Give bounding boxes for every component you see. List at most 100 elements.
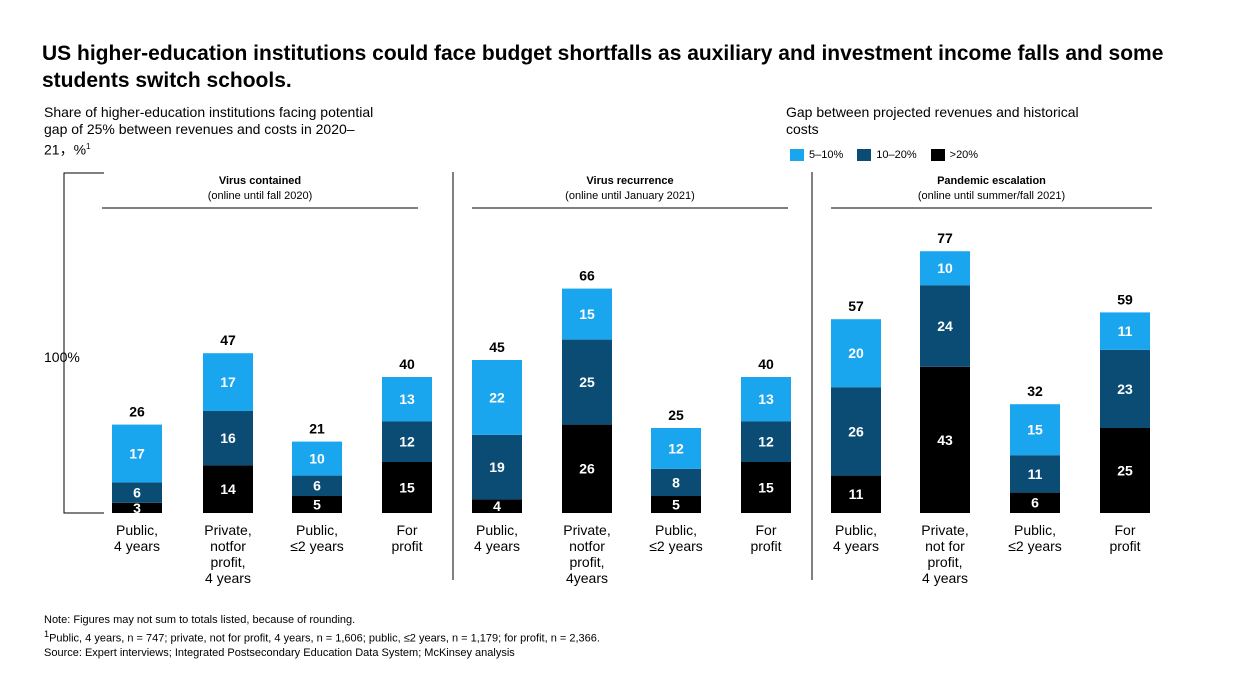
bar-segment <box>203 353 253 411</box>
segment-value-label: 25 <box>1117 462 1133 478</box>
bar-segment <box>1100 428 1150 513</box>
category-label: Public, <box>476 522 518 538</box>
bar-segment <box>831 319 881 388</box>
segment-value-label: 26 <box>848 423 864 439</box>
category-label: For <box>1115 522 1136 538</box>
bar-segment <box>1010 404 1060 456</box>
panel-subtitle: (online until January 2021) <box>565 190 695 202</box>
segment-value-label: 26 <box>579 461 595 477</box>
category-label: Private, <box>204 522 251 538</box>
panel-title: Virus recurrence <box>586 175 673 187</box>
bar-segment <box>920 251 970 286</box>
category-label: ≤2 years <box>290 538 344 554</box>
segment-value-label: 25 <box>579 374 595 390</box>
bar-segment <box>382 377 432 422</box>
scale-bracket <box>63 172 104 514</box>
bar-total-label: 25 <box>668 407 684 423</box>
bar-segment <box>1100 349 1150 428</box>
bar-segment <box>472 434 522 500</box>
category-label: Private, <box>921 522 968 538</box>
category-label: Public, <box>296 522 338 538</box>
segment-value-label: 24 <box>937 318 953 334</box>
category-label: notfor <box>210 538 246 554</box>
category-label: For <box>756 522 777 538</box>
bar-segment <box>472 499 522 513</box>
legend-item-over-20: >20% <box>930 149 978 161</box>
segment-value-label: 17 <box>129 445 145 461</box>
bar-segment <box>1010 492 1060 513</box>
subtitle-text: Share of higher-education institutions f… <box>44 104 374 158</box>
bar-segment <box>562 288 612 340</box>
bar-total-label: 40 <box>758 356 774 372</box>
segment-value-label: 5 <box>313 496 321 512</box>
bar-segment <box>831 475 881 513</box>
bar-segment <box>651 468 701 496</box>
segment-value-label: 5 <box>672 496 680 512</box>
segment-value-label: 11 <box>1028 466 1043 482</box>
bar-segment <box>741 377 791 422</box>
panel-title: Virus contained <box>219 175 301 187</box>
bar-total-label: 21 <box>309 421 325 437</box>
segment-value-label: 15 <box>1027 422 1043 438</box>
category-label: 4 years <box>922 570 968 586</box>
segment-value-label: 12 <box>399 434 415 450</box>
segment-value-label: 17 <box>220 374 236 390</box>
bar-total-label: 40 <box>399 356 415 372</box>
segment-value-label: 13 <box>758 391 774 407</box>
panel-title: Pandemic escalation <box>937 175 1046 187</box>
segment-value-label: 11 <box>849 486 864 502</box>
legend-swatch-10-20 <box>857 149 872 161</box>
segment-value-label: 15 <box>758 479 774 495</box>
category-label: Public, <box>116 522 158 538</box>
segment-value-label: 12 <box>758 434 774 450</box>
legend-label-10-20: 10–20% <box>876 149 917 161</box>
bar-segment <box>651 428 701 469</box>
bar-segment <box>292 475 342 496</box>
bar-segment <box>203 465 253 513</box>
source-text: Source: Expert interviews; Integrated Po… <box>44 646 515 659</box>
legend: 5–10% 10–20% >20% <box>790 149 978 161</box>
bar-segment <box>741 462 791 513</box>
bar-total-label: 26 <box>129 404 145 420</box>
footnote-mark: 1 <box>44 629 50 639</box>
footnote-line: 1Public, 4 years, n = 747; private, not … <box>44 627 1194 646</box>
category-label: profit <box>391 538 422 554</box>
bar-segment <box>831 387 881 476</box>
category-label: Public, <box>1014 522 1056 538</box>
category-label: Public, <box>655 522 697 538</box>
legend-item-5-10: 5–10% <box>790 149 843 161</box>
segment-value-label: 23 <box>1117 381 1133 397</box>
bar-total-label: 66 <box>579 268 595 284</box>
bar-segment <box>292 496 342 513</box>
segment-value-label: 22 <box>489 389 505 405</box>
segment-value-label: 6 <box>133 485 141 501</box>
bar-segment <box>920 285 970 367</box>
segment-value-label: 10 <box>309 451 325 467</box>
segment-value-label: 6 <box>313 478 321 494</box>
category-label: notfor <box>569 538 605 554</box>
panel-subtitle: (online until fall 2020) <box>208 190 313 202</box>
chart-notes: Note: Figures may not sum to totals list… <box>44 613 1194 660</box>
category-label: ≤2 years <box>1008 538 1062 554</box>
category-label: profit, <box>210 554 245 570</box>
bar-total-label: 45 <box>489 339 505 355</box>
segment-value-label: 15 <box>579 306 595 322</box>
bar-segment <box>472 360 522 435</box>
scale-label: 100% <box>44 349 80 365</box>
legend-item-10-20: 10–20% <box>857 149 917 161</box>
legend-label-5-10: 5–10% <box>809 149 844 161</box>
category-label: 4 years <box>205 570 251 586</box>
bar-segment <box>651 496 701 513</box>
category-label: ≤2 years <box>649 538 703 554</box>
segment-value-label: 4 <box>493 498 501 514</box>
segment-value-label: 12 <box>668 440 684 456</box>
bar-segment <box>920 366 970 513</box>
bar-segment <box>562 424 612 513</box>
bar-segment <box>292 441 342 476</box>
segment-value-label: 11 <box>1118 323 1133 339</box>
segment-value-label: 14 <box>220 481 236 497</box>
bar-total-label: 59 <box>1117 291 1133 307</box>
bar-segment <box>382 421 432 462</box>
bar-total-label: 77 <box>937 230 953 246</box>
chart-title: US higher-education institutions could f… <box>42 42 1164 92</box>
